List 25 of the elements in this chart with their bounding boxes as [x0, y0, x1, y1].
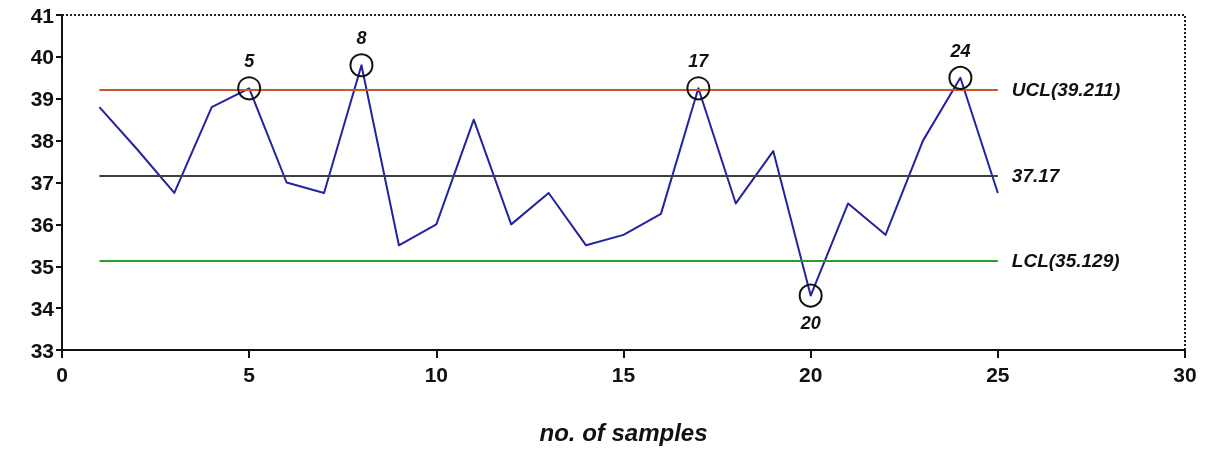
ref-line-label: UCL(39.211) [1011, 79, 1121, 101]
annotation: 8 [356, 28, 367, 49]
x-tick-label: 25 [986, 363, 1010, 386]
y-tick-label: 35 [30, 254, 55, 278]
x-tick-label: 15 [611, 363, 636, 386]
y-tick-label: 38 [30, 129, 55, 153]
ref-line-label: LCL(35.129) [1011, 250, 1120, 272]
y-tick-label: 34 [30, 296, 55, 320]
x-tick-label: 10 [424, 363, 449, 386]
y-tick-label: 40 [30, 45, 54, 69]
x-tick-label: 5 [243, 363, 256, 386]
x-tick-label: 20 [798, 363, 823, 386]
x-tick-label: 0 [56, 363, 68, 386]
annotation: 24 [949, 40, 971, 61]
annotation: 17 [688, 51, 710, 72]
x-axis-title: no. of samples [539, 418, 708, 446]
y-tick-label: 41 [30, 3, 55, 27]
ref-line-label: 37.17 [1011, 164, 1061, 186]
y-tick-label: 37 [30, 171, 54, 194]
annotation: 20 [799, 312, 821, 333]
x-tick-label: 30 [1173, 363, 1197, 386]
y-tick-label: 39 [30, 87, 54, 111]
y-tick-label: 36 [30, 212, 54, 236]
annotation: 5 [244, 51, 256, 72]
y-tick-label: 33 [30, 338, 54, 362]
